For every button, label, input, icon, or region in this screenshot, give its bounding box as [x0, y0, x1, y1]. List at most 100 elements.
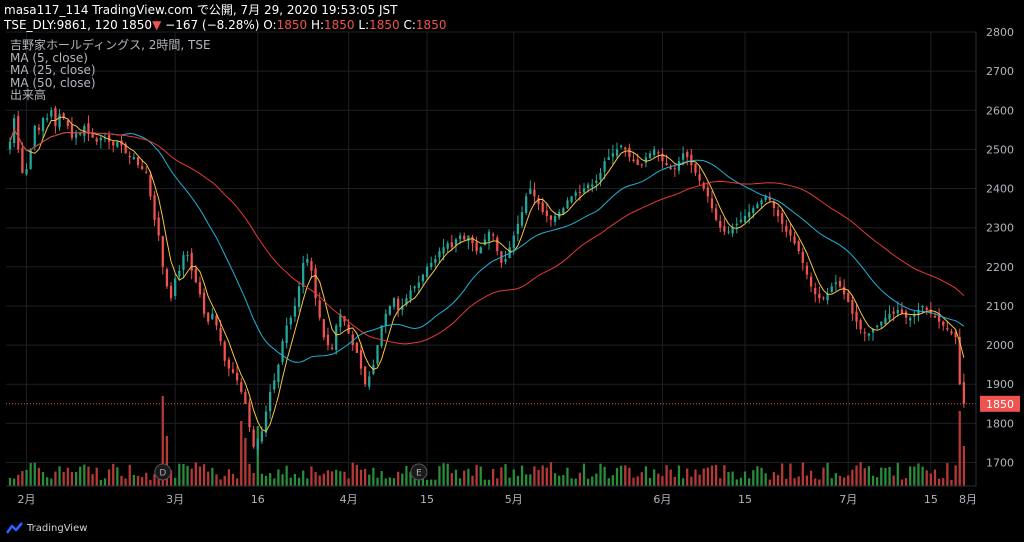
- candle-body: [70, 125, 74, 138]
- candle-body: [636, 159, 639, 166]
- volume-bar: [256, 426, 259, 486]
- volume-bar: [351, 462, 354, 486]
- volume-bar: [615, 468, 619, 486]
- candle-body: [809, 276, 813, 287]
- candle-body: [946, 327, 949, 330]
- candle-body: [785, 225, 788, 232]
- volume-bar: [29, 463, 32, 486]
- volume-bar: [789, 463, 792, 486]
- candle-body: [686, 152, 689, 158]
- volume-bar: [595, 473, 598, 486]
- candle-body: [91, 132, 94, 138]
- candle-body: [805, 265, 809, 275]
- candle-body: [256, 439, 259, 450]
- candle-body: [157, 217, 160, 236]
- price-axis[interactable]: 2800 2700 2600 2500 2400 2300 2200 2100 2000 1900…: [975, 0, 1024, 512]
- time-axis[interactable]: 2月 3月 16 4月 15 5月 6月 15 7月 15 8月: [6, 485, 977, 506]
- volume-bar: [892, 475, 895, 486]
- candle-body: [240, 382, 243, 393]
- candle-body: [425, 266, 429, 278]
- candle-body: [644, 157, 648, 163]
- candle-body: [388, 305, 392, 315]
- candle-body: [182, 255, 185, 270]
- volume-bar: [801, 462, 804, 486]
- candle-body: [297, 286, 301, 307]
- candle-body: [842, 286, 846, 295]
- volume-bar: [496, 478, 499, 486]
- candle-body: [310, 260, 313, 271]
- volume-bar: [41, 471, 45, 486]
- candle-body: [719, 221, 722, 228]
- volume-bar: [33, 462, 36, 486]
- candle-body: [863, 332, 866, 334]
- legend-ma50[interactable]: MA (50, close): [10, 75, 96, 90]
- candle-body: [925, 307, 928, 310]
- volume-bar: [562, 475, 565, 486]
- volume-bar: [318, 475, 321, 486]
- volume-bar: [25, 469, 28, 486]
- legend-ma5[interactable]: MA (5, close): [10, 50, 88, 65]
- price-tick-label: 1900: [986, 378, 1014, 391]
- volume-bar: [888, 467, 891, 486]
- candle-body: [450, 242, 453, 248]
- candle-body: [66, 120, 69, 126]
- volume-bar: [149, 479, 152, 486]
- volume-bars: [8, 396, 966, 486]
- volume-bar: [458, 478, 462, 486]
- candle-body: [215, 315, 218, 326]
- candle-body: [624, 147, 627, 150]
- candle-body: [615, 149, 619, 156]
- volume-bar: [549, 462, 553, 486]
- price-tick-label: 2800: [986, 26, 1014, 39]
- volume-bar: [136, 475, 140, 486]
- candle-body: [483, 239, 487, 246]
- price-tick-label: 2700: [986, 65, 1014, 78]
- volume-bar: [463, 470, 466, 486]
- tradingview-logo[interactable]: TradingView: [6, 521, 87, 535]
- volume-bar: [260, 473, 264, 486]
- volume-bar: [120, 475, 123, 486]
- volume-bar: [607, 478, 610, 486]
- candle-body: [87, 123, 90, 134]
- candle-body: [132, 157, 136, 160]
- volume-bar: [392, 478, 396, 486]
- volume-bar: [553, 473, 557, 486]
- volume-bar: [574, 478, 577, 486]
- volume-bar: [310, 466, 313, 486]
- volume-bar: [293, 473, 297, 486]
- legend-symbol-title[interactable]: 吉野家ホールディングス, 2時間, TSE: [10, 38, 211, 52]
- candle-body: [430, 262, 433, 268]
- volume-bar: [620, 465, 623, 486]
- event-marker-label: D: [159, 469, 166, 479]
- publish-info: masa117_114 TradingView.com で公開, 7月 29, …: [4, 3, 398, 17]
- time-tick-label: 15: [924, 493, 938, 506]
- candle-body: [533, 189, 536, 197]
- legend-volume[interactable]: 出来高: [10, 88, 47, 102]
- publish-line: masa117_114 TradingView.com で公開, 7月 29, …: [4, 3, 397, 17]
- candle-body: [748, 212, 751, 218]
- event-marker-circle: [410, 463, 428, 481]
- candle-body: [363, 366, 367, 385]
- volume-bar: [70, 472, 74, 486]
- price-tick-label: 2300: [986, 222, 1014, 235]
- volume-bar: [145, 472, 148, 486]
- legend-ma25[interactable]: MA (25, close): [10, 63, 96, 77]
- volume-bar: [66, 467, 69, 486]
- candle-body: [273, 380, 276, 390]
- volume-bar: [322, 473, 325, 486]
- volume-bar: [657, 473, 660, 486]
- candle-body: [665, 163, 668, 166]
- candle-body: [756, 204, 759, 209]
- candle-body: [525, 196, 528, 213]
- volume-bar: [958, 411, 961, 486]
- candle-body: [896, 309, 899, 314]
- candle-body: [739, 219, 743, 222]
- candle-body: [661, 153, 664, 162]
- candle-body: [417, 282, 420, 288]
- volume-bar: [186, 465, 189, 486]
- volume-bar: [153, 473, 156, 486]
- volume-bar: [842, 477, 846, 486]
- candle-body: [620, 145, 623, 148]
- candle-body: [776, 209, 780, 216]
